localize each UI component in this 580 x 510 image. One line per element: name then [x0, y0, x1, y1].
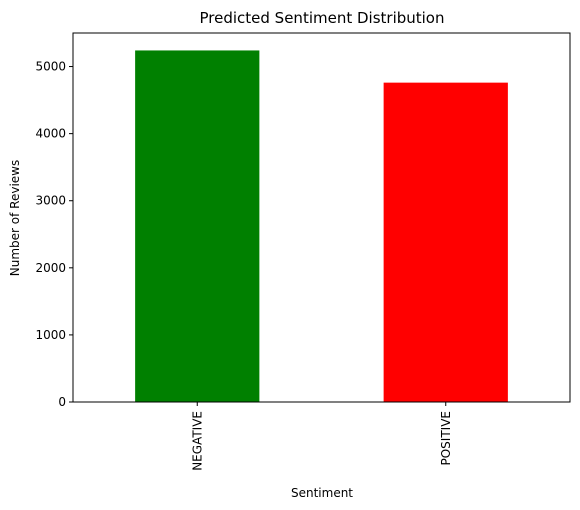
- bar-positive: [383, 82, 508, 402]
- bar-negative: [135, 50, 260, 403]
- chart-title: Predicted Sentiment Distribution: [200, 9, 445, 27]
- bars: [135, 50, 508, 403]
- y-axis-ticks: 0 1000 2000 3000 4000 5000: [35, 60, 73, 409]
- x-axis-title: Sentiment: [291, 486, 353, 500]
- y-tick-label: 5000: [35, 60, 66, 74]
- y-tick-label: 2000: [35, 261, 66, 275]
- plot-frame: [72, 32, 571, 403]
- y-tick-label: 3000: [35, 194, 66, 208]
- y-tick-label: 4000: [35, 127, 66, 141]
- y-tick-label: 1000: [35, 328, 66, 342]
- x-tick-label: POSITIVE: [439, 411, 453, 466]
- y-tick-label: 0: [58, 395, 66, 409]
- y-axis-title: Number of Reviews: [8, 160, 22, 276]
- x-tick-label: NEGATIVE: [190, 411, 204, 471]
- x-axis-ticks: NEGATIVE POSITIVE: [190, 402, 453, 471]
